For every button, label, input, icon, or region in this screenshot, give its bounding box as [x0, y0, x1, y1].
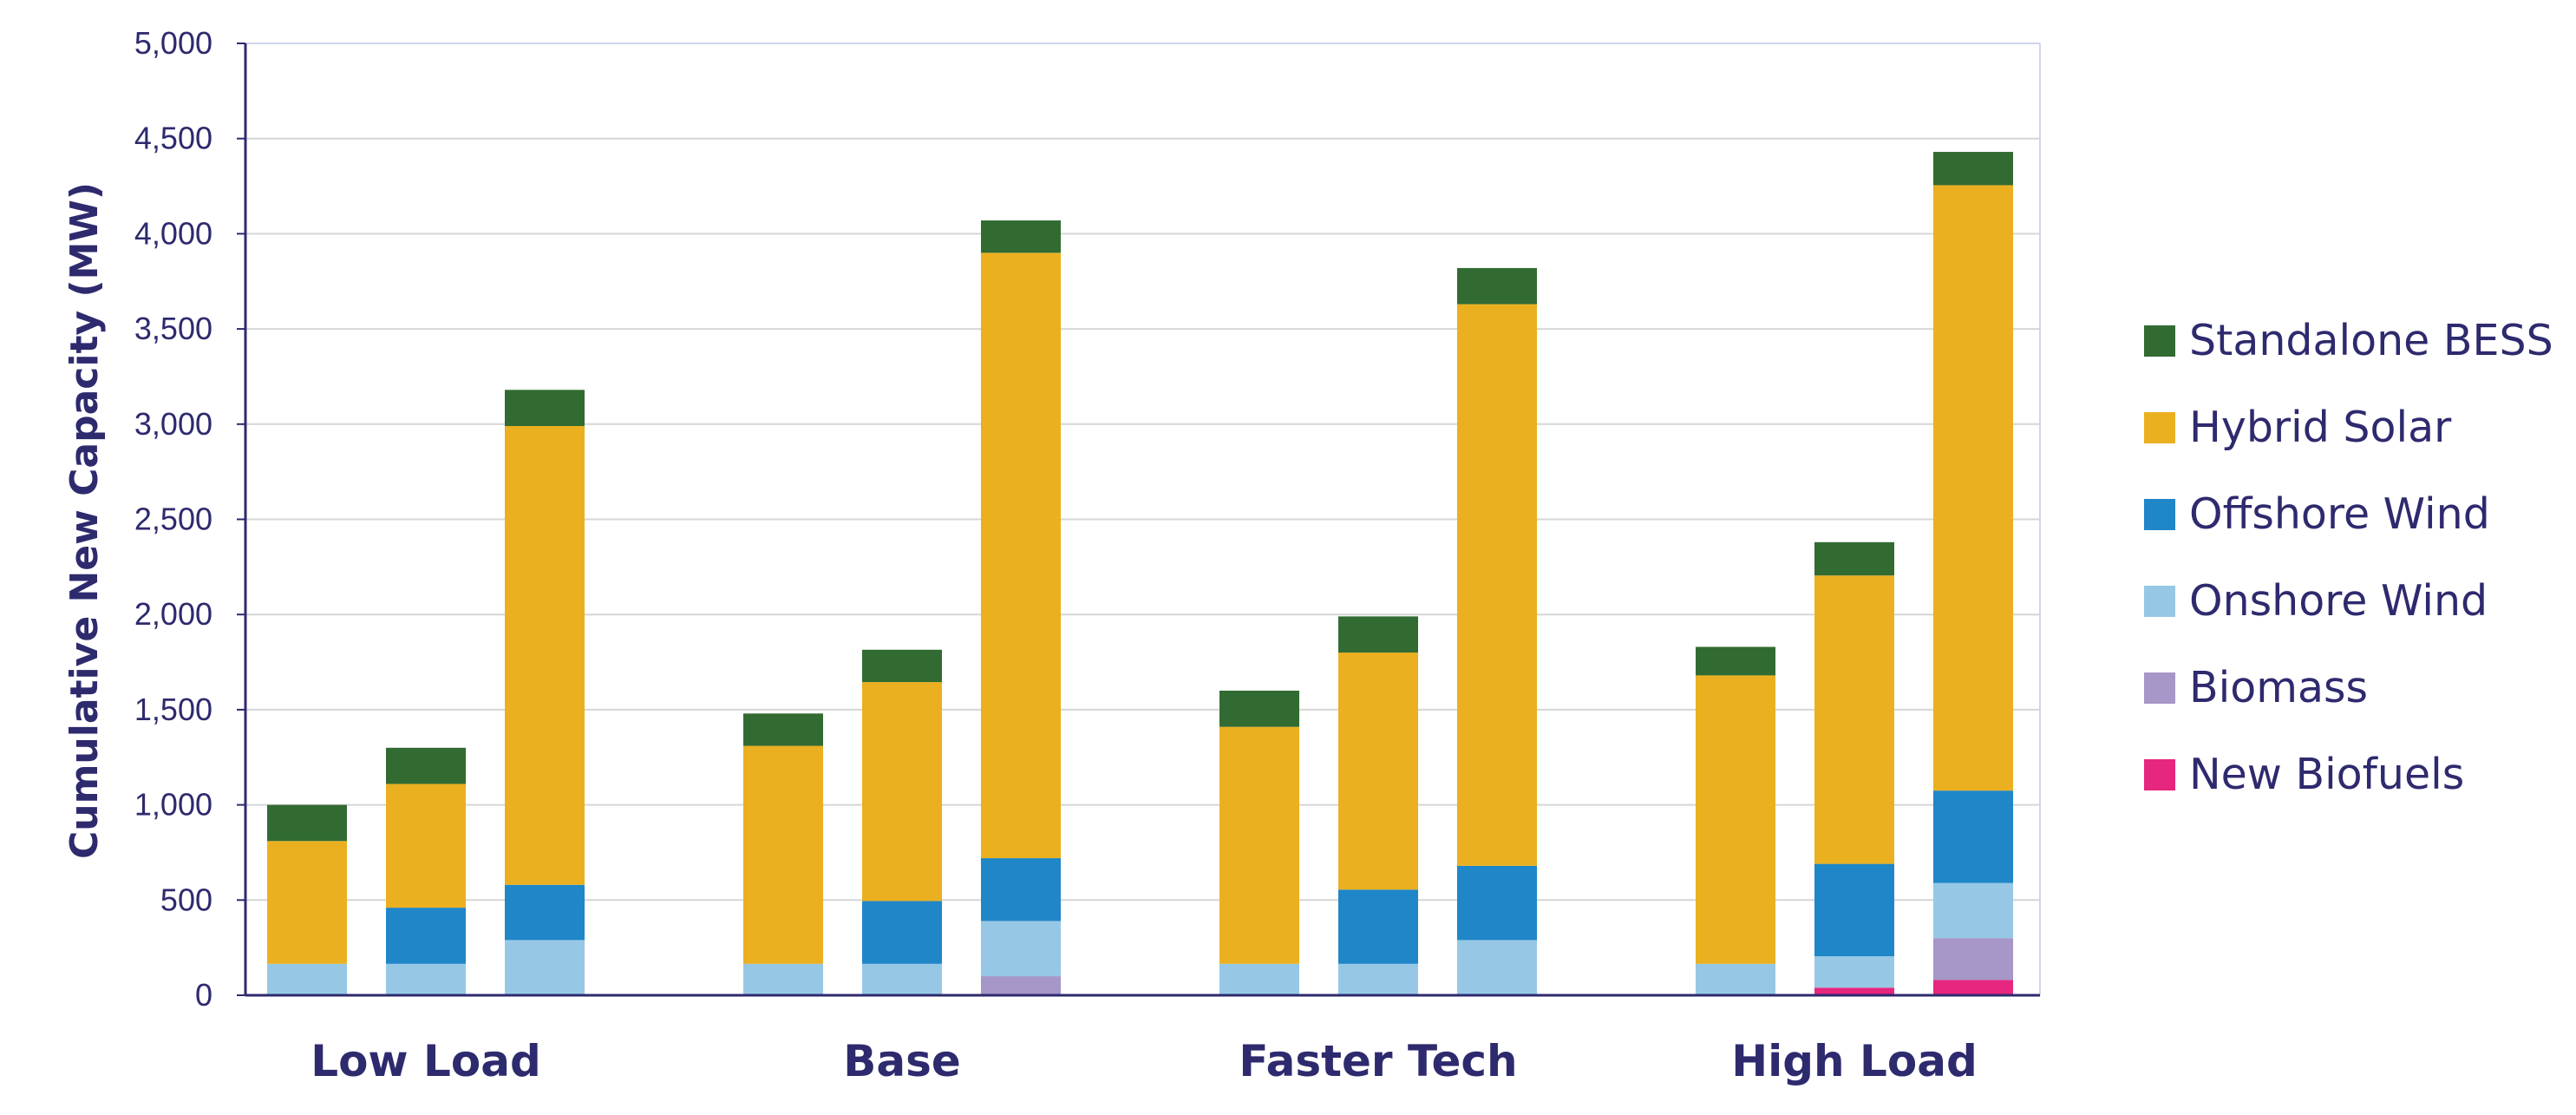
bar-segment-offshore-wind — [981, 858, 1061, 922]
bar-segment-standalone-bess — [1219, 690, 1299, 727]
bar-segment-hybrid-solar — [267, 841, 347, 964]
bar-segment-offshore-wind — [1814, 863, 1894, 957]
bar-segment-standalone-bess — [743, 713, 823, 746]
bar-segment-hybrid-solar — [862, 682, 942, 902]
bar-segment-hybrid-solar — [981, 253, 1061, 859]
group-label: High Load — [1731, 1036, 1978, 1086]
bar-segment-standalone-bess — [981, 220, 1061, 253]
y-tick-label: 4,000 — [134, 215, 212, 251]
group-labels: Low Load Base Faster Tech High Load — [311, 1036, 1978, 1086]
bar-segment-hybrid-solar — [1933, 185, 2013, 791]
legend-label: Biomass — [2189, 663, 2368, 712]
group-label: Base — [843, 1036, 961, 1086]
y-tick-label: 5,000 — [134, 25, 212, 61]
bar-segment-onshore-wind — [1814, 956, 1894, 988]
bar-segment-standalone-bess — [1933, 152, 2013, 186]
bar-segment-onshore-wind — [862, 963, 942, 995]
y-tick-label: 2,000 — [134, 596, 212, 632]
bar-segment-onshore-wind — [1457, 940, 1537, 995]
bar-segment-hybrid-solar — [1814, 575, 1894, 864]
legend-label: Standalone BESS — [2189, 316, 2553, 365]
bar-segment-standalone-bess — [1696, 646, 1775, 676]
legend-swatch — [2144, 412, 2175, 443]
group-label: Low Load — [311, 1036, 541, 1086]
bar-segment-offshore-wind — [386, 908, 466, 964]
group-label: Faster Tech — [1239, 1036, 1517, 1086]
axes — [237, 43, 2041, 997]
y-tick-label: 500 — [160, 882, 212, 917]
bar-segment-onshore-wind — [505, 940, 585, 995]
bar-segment-new-biofuels — [1814, 987, 1894, 995]
bar-segment-hybrid-solar — [1338, 653, 1418, 890]
bar-segment-standalone-bess — [1457, 267, 1537, 305]
legend-label: New Biofuels — [2189, 750, 2464, 799]
legend-label: Hybrid Solar — [2189, 403, 2452, 452]
bar-segment-hybrid-solar — [1219, 726, 1299, 964]
bar-segment-offshore-wind — [1338, 889, 1418, 964]
y-tick-label: 3,500 — [134, 311, 212, 346]
bar-segment-onshore-wind — [981, 921, 1061, 977]
bar-segment-onshore-wind — [1696, 963, 1775, 995]
bar-segment-hybrid-solar — [1457, 304, 1537, 866]
bar-segment-biomass — [1933, 938, 2013, 981]
bar-segment-onshore-wind — [1219, 963, 1299, 995]
legend: Standalone BESS Hybrid Solar Offshore Wind… — [2144, 316, 2553, 799]
y-tick-label: 0 — [195, 977, 212, 1013]
bar-segment-offshore-wind — [1933, 790, 2013, 883]
bar-segment-hybrid-solar — [505, 425, 585, 885]
bar-segment-standalone-bess — [1814, 541, 1894, 576]
bar-segment-offshore-wind — [862, 901, 942, 964]
legend-swatch — [2144, 672, 2175, 704]
bar-segment-standalone-bess — [386, 747, 466, 784]
bar-segment-biomass — [981, 976, 1061, 995]
bar-segment-new-biofuels — [1933, 980, 2013, 995]
bar-segment-onshore-wind — [743, 963, 823, 995]
legend-swatch — [2144, 325, 2175, 357]
y-tick-label: 2,500 — [134, 502, 212, 537]
y-tick-labels: 0 500 1,000 1,500 2,000 2,500 3,000 3,500 4,000 4… — [134, 25, 212, 1013]
y-tick-label: 3,000 — [134, 406, 212, 442]
legend-label: Offshore Wind — [2189, 489, 2490, 539]
bar-segment-standalone-bess — [862, 649, 942, 683]
bar-segment-hybrid-solar — [1696, 675, 1775, 964]
bar-segment-hybrid-solar — [743, 745, 823, 964]
bar-segment-onshore-wind — [386, 963, 466, 995]
bar-segment-onshore-wind — [1338, 963, 1418, 995]
legend-swatch — [2144, 499, 2175, 530]
legend-swatch — [2144, 759, 2175, 790]
bar-segment-standalone-bess — [1338, 616, 1418, 653]
bar-segment-offshore-wind — [505, 884, 585, 941]
bar-segment-standalone-bess — [267, 804, 347, 842]
y-tick-label: 1,500 — [134, 692, 212, 727]
bar-stacks — [267, 152, 2013, 995]
y-tick-label: 1,000 — [134, 787, 212, 823]
bar-segment-onshore-wind — [267, 963, 347, 995]
legend-label: Onshore Wind — [2189, 576, 2488, 626]
bar-segment-hybrid-solar — [386, 784, 466, 908]
y-axis-label: Cumulative New Capacity (MW) — [62, 182, 107, 859]
bar-segment-offshore-wind — [1457, 865, 1537, 941]
legend-swatch — [2144, 586, 2175, 617]
y-tick-label: 4,500 — [134, 121, 212, 156]
bar-segment-standalone-bess — [505, 390, 585, 426]
bar-segment-onshore-wind — [1933, 882, 2013, 939]
